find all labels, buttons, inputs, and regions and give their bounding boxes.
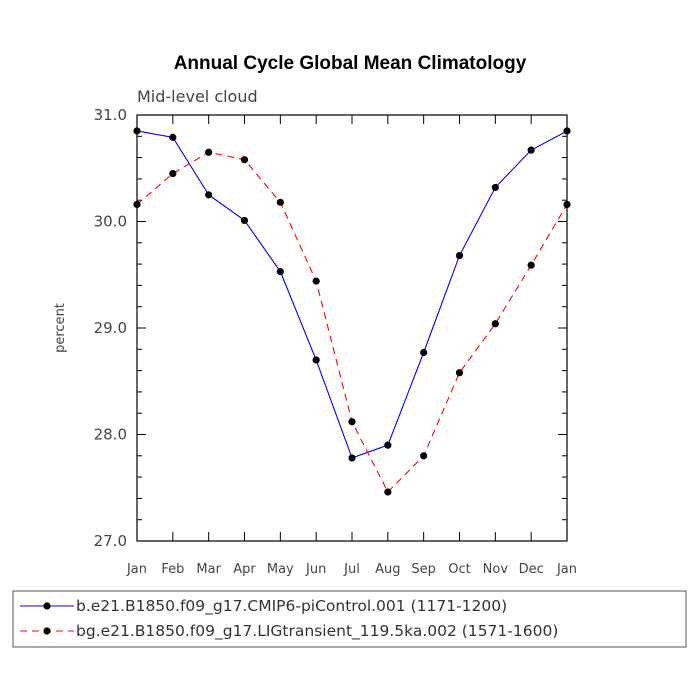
data-point	[455, 251, 464, 260]
x-tick-label: Apr	[233, 562, 256, 577]
y-axis-label: percent	[53, 303, 68, 353]
data-point	[348, 454, 356, 462]
y-tick-label: 29.0	[94, 319, 127, 337]
legend-label-2: bg.e21.B1850.f09_g17.LIGtransient_119.5k…	[76, 622, 558, 641]
y-tick-label: 28.0	[94, 426, 127, 444]
y-tick-label: 31.0	[94, 106, 127, 124]
data-point	[312, 277, 320, 285]
x-tick-label: Oct	[448, 562, 470, 577]
axis-ticks: Jan Feb Mar Apr May Jun Jul Aug Sep Oct Nov Dec Jan 2…	[94, 106, 577, 577]
y-tick-label: 30.0	[94, 213, 127, 231]
data-point	[527, 146, 535, 154]
data-point	[169, 133, 177, 141]
data-point	[491, 183, 499, 192]
data-point	[384, 441, 392, 449]
data-point	[312, 356, 320, 364]
x-tick-label: Jun	[305, 562, 326, 577]
data-point	[455, 369, 464, 377]
legend: b.e21.B1850.f09_g17.CMIP6-piControl.001 …	[12, 590, 687, 648]
data-point	[491, 320, 499, 328]
x-tick-label: May	[267, 562, 294, 577]
data-point	[276, 267, 284, 276]
data-point	[420, 452, 428, 460]
x-tick-label: Jan	[126, 562, 147, 577]
legend-box	[12, 590, 687, 648]
data-point	[348, 418, 356, 426]
data-point	[240, 216, 249, 225]
legend-marker	[43, 627, 51, 635]
series-layer	[133, 127, 571, 496]
data-point	[169, 169, 177, 178]
x-tick-label: Mar	[196, 562, 221, 577]
chart-title: Annual Cycle Global Mean Climatology	[174, 53, 527, 74]
data-point	[420, 348, 428, 357]
x-tick-label: Aug	[375, 562, 400, 577]
series-line-2	[136, 151, 568, 493]
series-line-1	[136, 130, 568, 459]
data-point	[276, 198, 284, 206]
data-point	[205, 191, 213, 199]
data-point	[527, 261, 535, 269]
legend-marker	[43, 602, 51, 610]
x-tick-label: Jul	[343, 562, 360, 577]
y-tick-label: 27.0	[94, 532, 127, 550]
data-point	[205, 148, 213, 156]
x-tick-label: Dec	[519, 562, 544, 577]
legend-label-1: b.e21.B1850.f09_g17.CMIP6-piControl.001 …	[76, 597, 507, 616]
chart-subtitle: Mid-level cloud	[137, 87, 258, 106]
x-tick-label: Sep	[411, 562, 436, 577]
x-tick-label: Jan	[556, 562, 577, 577]
data-point	[384, 488, 392, 496]
x-tick-label: Feb	[161, 562, 184, 577]
plot-frame	[136, 114, 568, 542]
x-tick-label: Nov	[483, 562, 509, 577]
data-point	[240, 156, 249, 164]
